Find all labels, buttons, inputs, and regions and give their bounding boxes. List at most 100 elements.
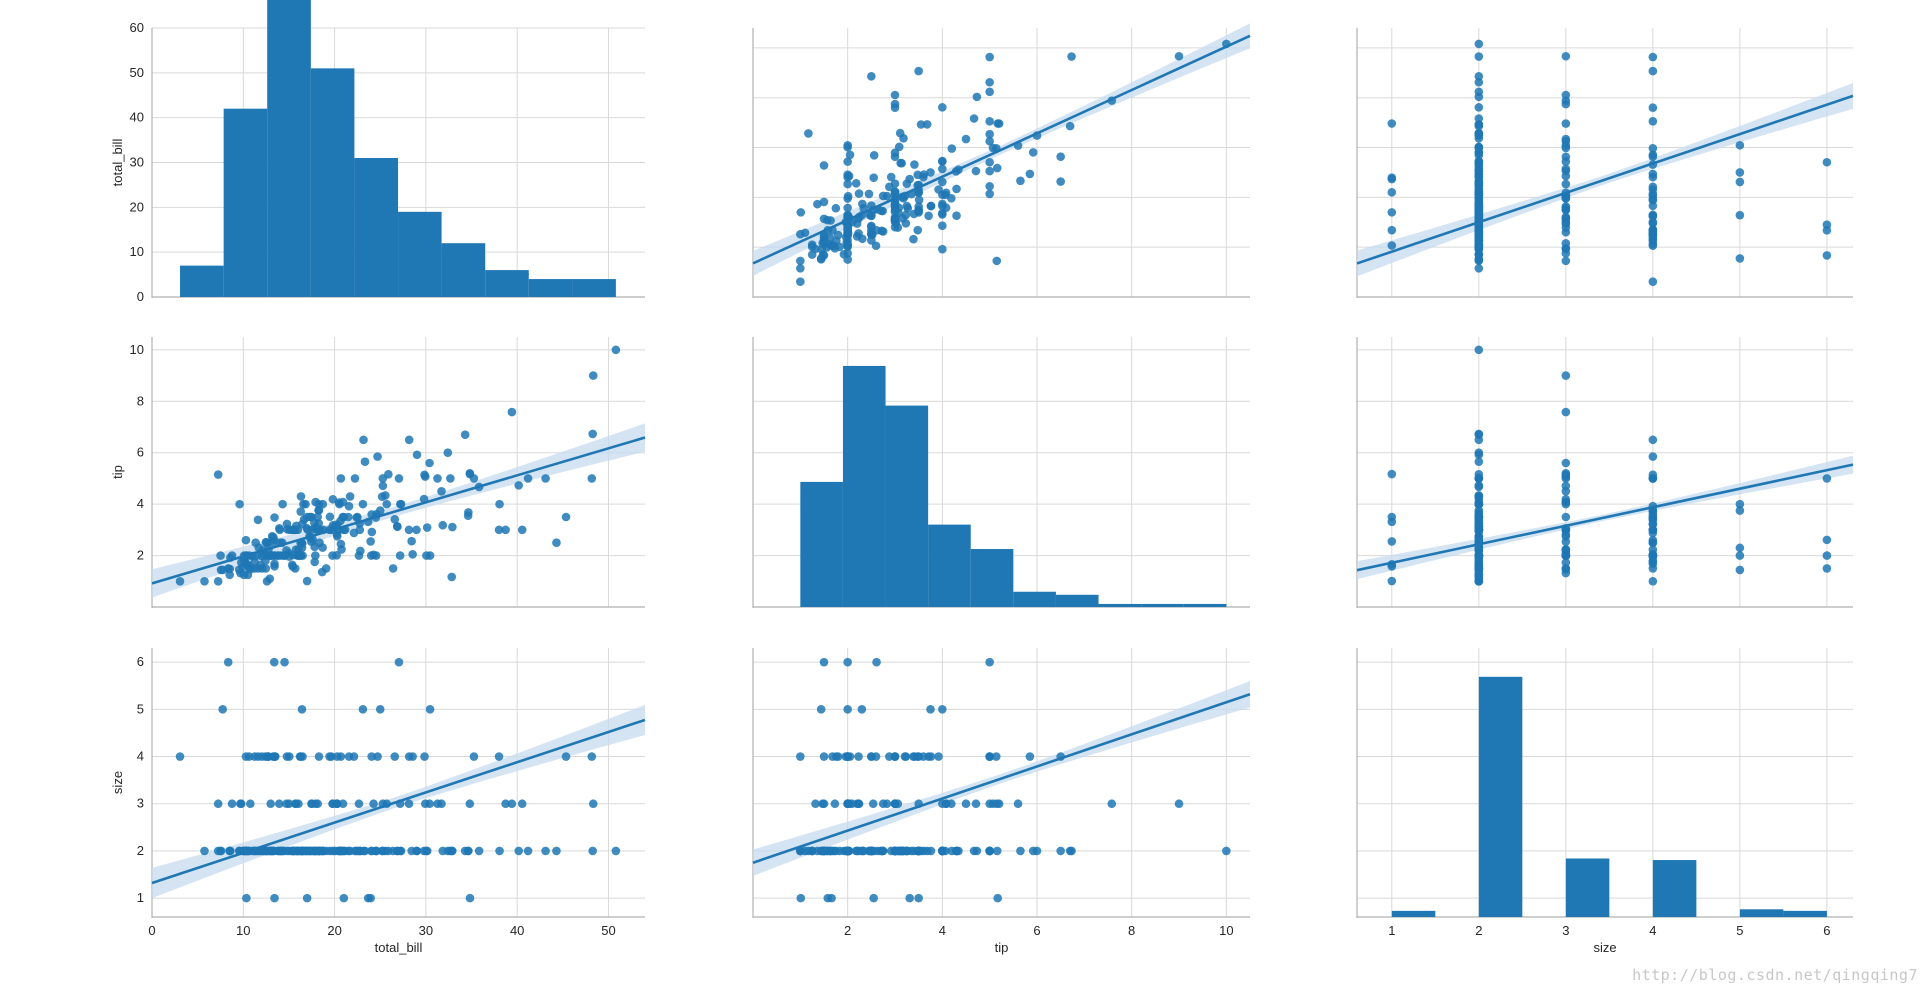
scatter-point — [359, 846, 368, 856]
scatter-point — [1561, 537, 1571, 546]
scatter-point — [1032, 131, 1042, 140]
scatter-point — [1822, 251, 1832, 260]
scatter-point — [175, 576, 185, 586]
scatter-point — [890, 205, 900, 215]
scatter-point — [611, 846, 621, 856]
scatter-point — [561, 752, 571, 761]
scatter-point — [1561, 256, 1571, 266]
histogram-bar — [1055, 594, 1099, 607]
histogram-bar — [928, 524, 971, 607]
scatter-point — [1028, 148, 1038, 157]
scatter-point — [901, 210, 911, 220]
scatter-point — [552, 538, 561, 548]
scatter-point — [349, 528, 359, 538]
scatter-point — [1474, 551, 1484, 560]
scatter-point — [420, 799, 430, 809]
panel-tip-vs-tip — [752, 337, 1250, 608]
scatter-point — [494, 525, 504, 535]
scatter-point — [1648, 144, 1658, 153]
scatter-point — [1387, 173, 1397, 182]
scatter-point — [448, 522, 457, 532]
scatter-point — [367, 527, 377, 537]
scatter-point — [985, 189, 994, 199]
scatter-point — [465, 469, 475, 479]
scatter-point — [985, 846, 994, 856]
scatter-point — [1013, 141, 1023, 150]
regression-line — [151, 436, 646, 585]
scatter-point — [796, 846, 805, 856]
scatter-point — [366, 537, 375, 546]
scatter-point — [175, 752, 185, 761]
scatter-point — [895, 128, 905, 138]
scatter-point — [447, 572, 457, 582]
scatter-point — [985, 136, 994, 146]
y-axis-label: size — [110, 771, 125, 794]
scatter-point — [922, 846, 932, 856]
scatter-point — [867, 846, 876, 856]
scatter-point — [796, 752, 805, 761]
scatter-point — [1474, 103, 1484, 112]
x-tick-label: 1 — [1388, 923, 1395, 938]
scatter-point — [897, 192, 907, 202]
scatter-point — [404, 799, 414, 809]
scatter-point — [926, 201, 936, 211]
scatter-point — [1648, 538, 1658, 548]
scatter-point — [375, 705, 385, 714]
scatter-point — [867, 72, 876, 81]
scatter-point — [366, 551, 376, 560]
histogram-bar — [1183, 603, 1227, 607]
scatter-point — [938, 156, 947, 166]
scatter-point — [818, 239, 827, 248]
scatter-point — [325, 525, 334, 535]
scatter-point — [890, 215, 900, 224]
panel-tip-vs-total_bill: 2 4 6 8 10 tip — [110, 337, 646, 608]
scatter-point — [297, 705, 307, 714]
x-tick-label: 2 — [844, 923, 851, 938]
scatter-point — [1387, 119, 1397, 128]
scatter-point — [1561, 164, 1571, 174]
scatter-point — [446, 474, 455, 483]
scatter-point — [843, 157, 852, 166]
x-tick-label: 6 — [1823, 923, 1830, 938]
scatter-point — [1056, 152, 1065, 161]
scatter-point — [938, 705, 947, 714]
scatter-point — [235, 499, 244, 509]
scatter-point — [337, 545, 346, 554]
histogram-bar — [572, 279, 616, 297]
histogram-bar — [485, 270, 529, 297]
scatter-point — [360, 457, 370, 467]
regression-line — [1356, 463, 1854, 572]
scatter-point — [857, 210, 867, 220]
scatter-point — [1735, 168, 1745, 177]
scatter-point — [495, 846, 504, 856]
histogram-bar — [885, 405, 929, 607]
scatter-point — [1561, 551, 1571, 560]
scatter-point — [845, 150, 855, 160]
scatter-point — [910, 160, 919, 169]
scatter-point — [1561, 458, 1571, 468]
scatter-point — [844, 215, 853, 225]
scatter-point — [890, 199, 900, 208]
scatter-point — [313, 799, 323, 809]
scatter-point — [1735, 506, 1745, 515]
scatter-point — [867, 226, 876, 236]
scatter-point — [282, 799, 291, 809]
scatter-point — [216, 846, 226, 856]
y-tick-label: 1 — [137, 890, 144, 905]
scatter-point — [378, 481, 388, 491]
histogram-bar — [800, 481, 843, 607]
scatter-point — [373, 452, 382, 461]
scatter-point — [914, 846, 923, 856]
scatter-point — [1648, 515, 1658, 525]
scatter-point — [236, 558, 246, 567]
histogram-bar — [1652, 860, 1697, 917]
scatter-point — [437, 799, 446, 809]
scatter-point — [819, 214, 829, 224]
scatter-point — [270, 752, 279, 761]
scatter-point — [1474, 173, 1484, 182]
scatter-point — [394, 474, 404, 483]
scatter-point — [819, 752, 829, 761]
x-tick-label: 6 — [1033, 923, 1040, 938]
scatter-point — [244, 752, 254, 761]
scatter-point — [443, 448, 453, 458]
